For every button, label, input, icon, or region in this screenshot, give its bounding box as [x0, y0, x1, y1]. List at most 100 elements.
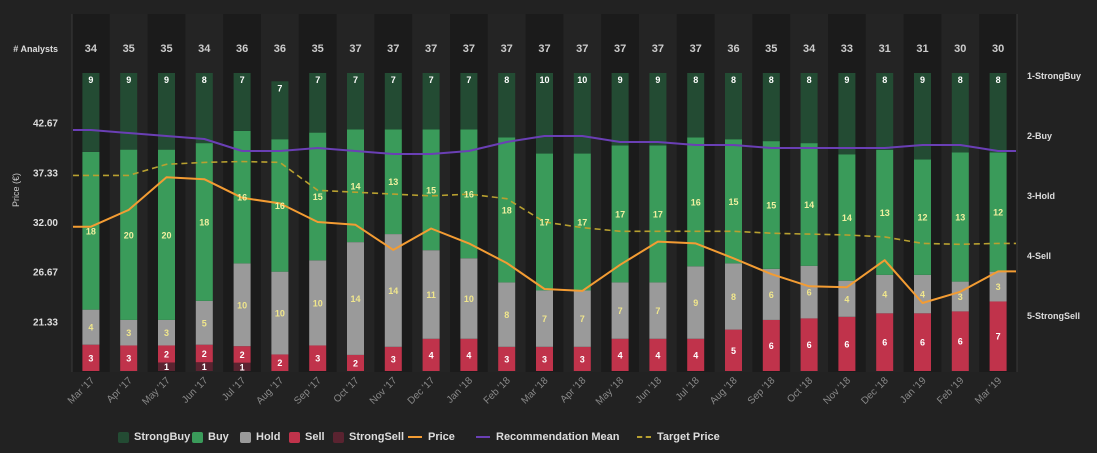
legend-swatch — [333, 431, 344, 443]
bar-sell — [309, 345, 327, 371]
bar-data-label: 4 — [655, 350, 660, 360]
legend-item-sell[interactable]: Sell — [289, 424, 325, 450]
bar-data-label: 3 — [126, 354, 131, 364]
bar-sell — [611, 338, 629, 371]
bar-hold — [158, 319, 175, 346]
bar-sell — [82, 344, 100, 371]
bar-hold — [573, 290, 591, 347]
legend-item-target-price[interactable]: Target Price — [637, 424, 720, 450]
bar-data-label: 18 — [502, 205, 512, 215]
analysts-count-label: 30 — [992, 43, 1004, 55]
y-tick-label: 21.33 — [33, 317, 58, 328]
legend-item-strongsell[interactable]: StrongSell — [333, 424, 404, 450]
bar-buy — [800, 143, 818, 266]
bar-sell — [158, 345, 175, 363]
bar-data-label: 9 — [920, 75, 925, 85]
legend-label: Recommendation Mean — [496, 431, 620, 443]
bar-data-label: 9 — [126, 75, 131, 85]
bar-strongbuy — [271, 81, 289, 140]
legend-label: Buy — [208, 431, 229, 443]
bar-hold — [838, 280, 856, 317]
bar-data-label: 3 — [580, 354, 585, 364]
bar-strongsell — [195, 362, 213, 371]
legend-item-hold[interactable]: Hold — [240, 424, 280, 450]
bar-data-label: 6 — [769, 341, 774, 351]
bar-sell — [725, 329, 742, 371]
legend-item-recommendation-mean[interactable]: Recommendation Mean — [476, 424, 619, 450]
bar-strongbuy — [989, 73, 1007, 153]
bar-data-label: 9 — [693, 298, 698, 308]
bar-data-label: 8 — [504, 310, 509, 320]
analysts-count-label: 37 — [614, 43, 626, 55]
bar-data-label: 7 — [996, 332, 1001, 342]
bar-hold — [914, 274, 931, 314]
bar-data-label: 6 — [844, 339, 849, 349]
rating-axis-label: 4-Sell — [1027, 251, 1051, 261]
analysts-count-label: 37 — [690, 43, 702, 55]
bar-sell — [876, 313, 894, 371]
bar-data-label: 17 — [653, 209, 663, 219]
bar-strongbuy — [195, 73, 213, 144]
bar-data-label: 6 — [769, 290, 774, 300]
bar-data-label: 8 — [807, 75, 812, 85]
legend-label: Target Price — [657, 431, 720, 443]
legend-item-buy[interactable]: Buy — [192, 424, 229, 450]
analysts-count-label: 36 — [727, 43, 739, 55]
bar-strongbuy — [233, 73, 251, 131]
bar-hold — [120, 319, 138, 346]
bar-data-label: 7 — [542, 314, 547, 324]
bar-data-label: 9 — [88, 75, 93, 85]
bar-data-label: 10 — [577, 75, 587, 85]
bar-data-label: 7 — [580, 314, 585, 324]
bar-data-label: 17 — [539, 218, 549, 228]
bar-data-label: 10 — [313, 298, 323, 308]
bar-hold — [611, 282, 629, 339]
analysts-axis-label: # Analysts — [13, 44, 58, 54]
analysts-count-label: 35 — [765, 43, 777, 55]
bar-hold — [498, 282, 516, 347]
analysts-count-label: 34 — [198, 43, 211, 55]
bar-data-label: 14 — [388, 286, 398, 296]
analysts-count-label: 37 — [463, 43, 475, 55]
bar-data-label: 8 — [731, 292, 736, 302]
bar-data-label: 15 — [313, 192, 323, 202]
bar-data-label: 2 — [353, 358, 358, 368]
bar-data-label: 4 — [844, 294, 849, 304]
bar-data-label: 13 — [880, 208, 890, 218]
bar-data-label: 15 — [426, 185, 436, 195]
bar-data-label: 11 — [426, 290, 436, 300]
legend-swatch — [289, 431, 300, 443]
bar-data-label: 1 — [240, 362, 245, 372]
bar-data-label: 8 — [769, 75, 774, 85]
bar-data-label: 9 — [655, 75, 660, 85]
bar-strongbuy — [347, 73, 364, 130]
bar-data-label: 3 — [996, 282, 1001, 292]
bar-sell — [649, 338, 667, 371]
analysts-count-label: 37 — [501, 43, 513, 55]
bar-data-label: 8 — [731, 75, 736, 85]
legend-swatch — [408, 436, 422, 439]
analysts-count-label: 35 — [123, 43, 135, 55]
bar-sell — [536, 346, 553, 371]
bar-data-label: 6 — [920, 338, 925, 348]
bar-strongbuy — [573, 73, 591, 154]
bar-buy — [347, 129, 364, 243]
bar-data-label: 10 — [539, 75, 549, 85]
y-tick-label: 42.67 — [33, 119, 58, 130]
analysts-count-label: 36 — [274, 43, 286, 55]
bar-data-label: 14 — [804, 200, 814, 210]
bar-sell — [422, 338, 440, 371]
analysts-count-label: 37 — [425, 43, 437, 55]
bar-data-label: 7 — [391, 75, 396, 85]
bar-hold — [687, 266, 705, 339]
bar-sell — [687, 338, 705, 371]
y-tick-label: 37.33 — [33, 168, 58, 179]
legend-item-price[interactable]: Price — [408, 424, 455, 450]
legend-label: Price — [428, 431, 455, 443]
legend-item-strongbuy[interactable]: StrongBuy — [118, 424, 190, 450]
bar-strongbuy — [649, 73, 667, 146]
bar-strongbuy — [498, 73, 516, 138]
bar-buy — [611, 145, 629, 283]
bar-sell — [762, 319, 780, 371]
legend-label: Sell — [305, 431, 325, 443]
